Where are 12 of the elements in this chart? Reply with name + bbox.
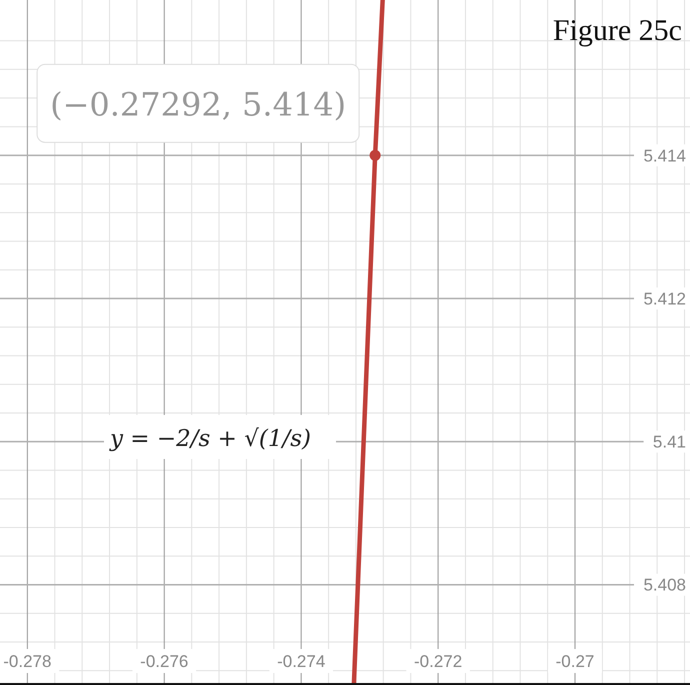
x-tick-label: -0.278 [3,652,52,671]
annotation: (−0.27292, 5.414) [50,85,346,124]
x-tick-label: -0.274 [277,652,326,671]
y-tick-label: 5.414 [643,146,686,166]
y-tick-label: 5.412 [643,289,686,308]
y-tick-label: 5.408 [643,576,686,595]
x-tick-label: -0.27 [556,652,594,671]
annotation: y = −2/s + √(1/s) [109,426,312,452]
x-tick-label: -0.272 [414,652,462,671]
text: Figure 25c [552,14,682,47]
y-tick-label: 5.41 [652,432,686,452]
x-tick-label: -0.276 [140,652,188,671]
